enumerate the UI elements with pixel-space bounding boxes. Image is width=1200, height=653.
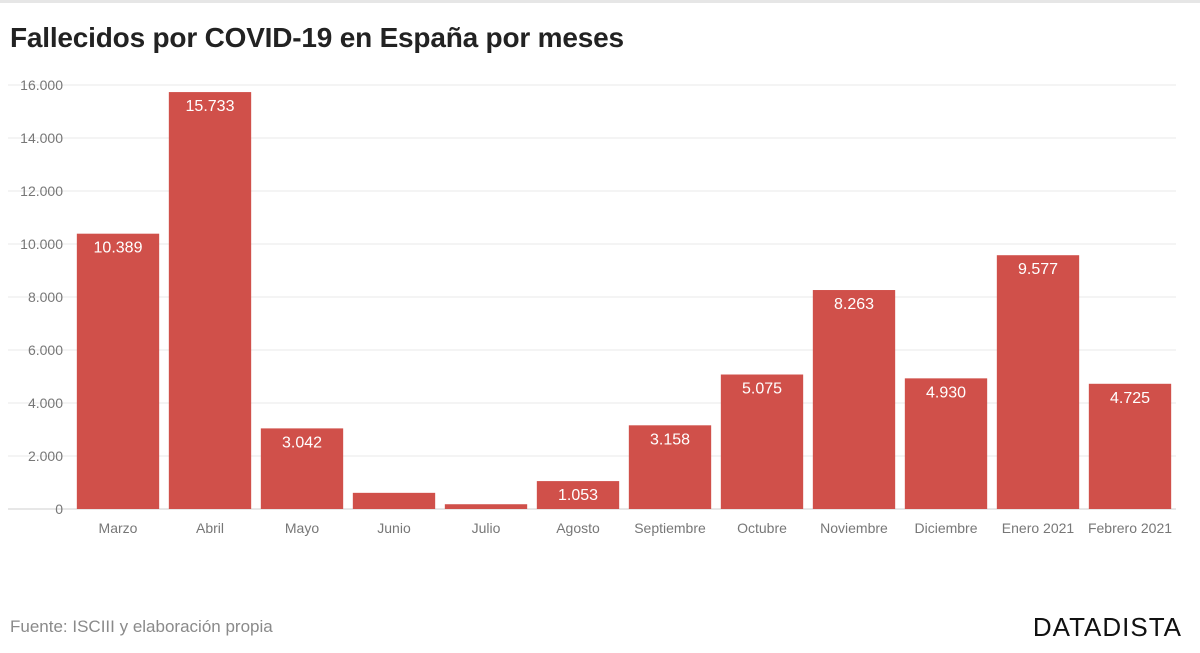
bars: 10.389 15.733 3.042 1.053 3.158 5.075 8.263 4.9… <box>76 92 1172 509</box>
bar <box>996 255 1080 509</box>
bar-value-label: 4.725 <box>1110 390 1150 407</box>
x-tick-label: Octubre <box>737 520 787 536</box>
y-tick-label: 14.000 <box>20 130 63 146</box>
y-tick-label: 10.000 <box>20 236 63 252</box>
bar-value-label: 10.389 <box>94 240 143 257</box>
y-tick-label: 12.000 <box>20 183 63 199</box>
x-tick-label: Febrero 2021 <box>1088 520 1172 536</box>
bar <box>628 425 712 509</box>
x-tick-label: Abril <box>196 520 224 536</box>
y-axis-ticks: 0 2.000 4.000 6.000 8.000 10.000 12.000 14.000 1… <box>20 77 63 517</box>
bar <box>812 290 896 509</box>
y-tick-label: 16.000 <box>20 77 63 93</box>
bar <box>720 374 804 509</box>
bar-value-label: 1.053 <box>558 487 598 504</box>
top-rule <box>0 0 1200 3</box>
x-tick-label: Mayo <box>285 520 319 536</box>
bar <box>536 481 620 509</box>
bar <box>1088 383 1172 509</box>
y-tick-label: 4.000 <box>28 395 63 411</box>
y-tick-label: 6.000 <box>28 342 63 358</box>
bar-value-label: 5.075 <box>742 381 782 398</box>
x-tick-label: Marzo <box>99 520 138 536</box>
bar <box>260 428 344 509</box>
bar <box>76 233 160 509</box>
bar-value-label: 8.263 <box>834 296 874 313</box>
chart-title: Fallecidos por COVID-19 en España por me… <box>10 22 624 53</box>
x-tick-label: Diciembre <box>914 520 977 536</box>
bar-value-label: 15.733 <box>186 98 235 115</box>
x-axis-ticks: Marzo Abril Mayo Junio Julio Agosto Septiembre… <box>99 520 1173 536</box>
bar-value-label: 3.042 <box>282 434 322 451</box>
x-tick-label: Enero 2021 <box>1002 520 1075 536</box>
bar-value-label: 9.577 <box>1018 261 1058 278</box>
x-tick-label: Noviembre <box>820 520 888 536</box>
bar-value-label: 3.158 <box>650 431 690 448</box>
bar-value-label: 4.930 <box>926 384 966 401</box>
bar <box>444 504 528 509</box>
x-tick-label: Junio <box>377 520 411 536</box>
x-tick-label: Agosto <box>556 520 600 536</box>
bar <box>352 492 436 509</box>
y-tick-label: 2.000 <box>28 448 63 464</box>
source-note: Fuente: ISCIII y elaboración propia <box>10 617 273 636</box>
y-tick-label: 8.000 <box>28 289 63 305</box>
x-tick-label: Julio <box>472 520 501 536</box>
bar <box>904 378 988 509</box>
brand-logo: DATADISTA <box>1032 612 1182 642</box>
y-tick-label: 0 <box>55 501 63 517</box>
x-tick-label: Septiembre <box>634 520 706 536</box>
bar <box>168 92 252 509</box>
